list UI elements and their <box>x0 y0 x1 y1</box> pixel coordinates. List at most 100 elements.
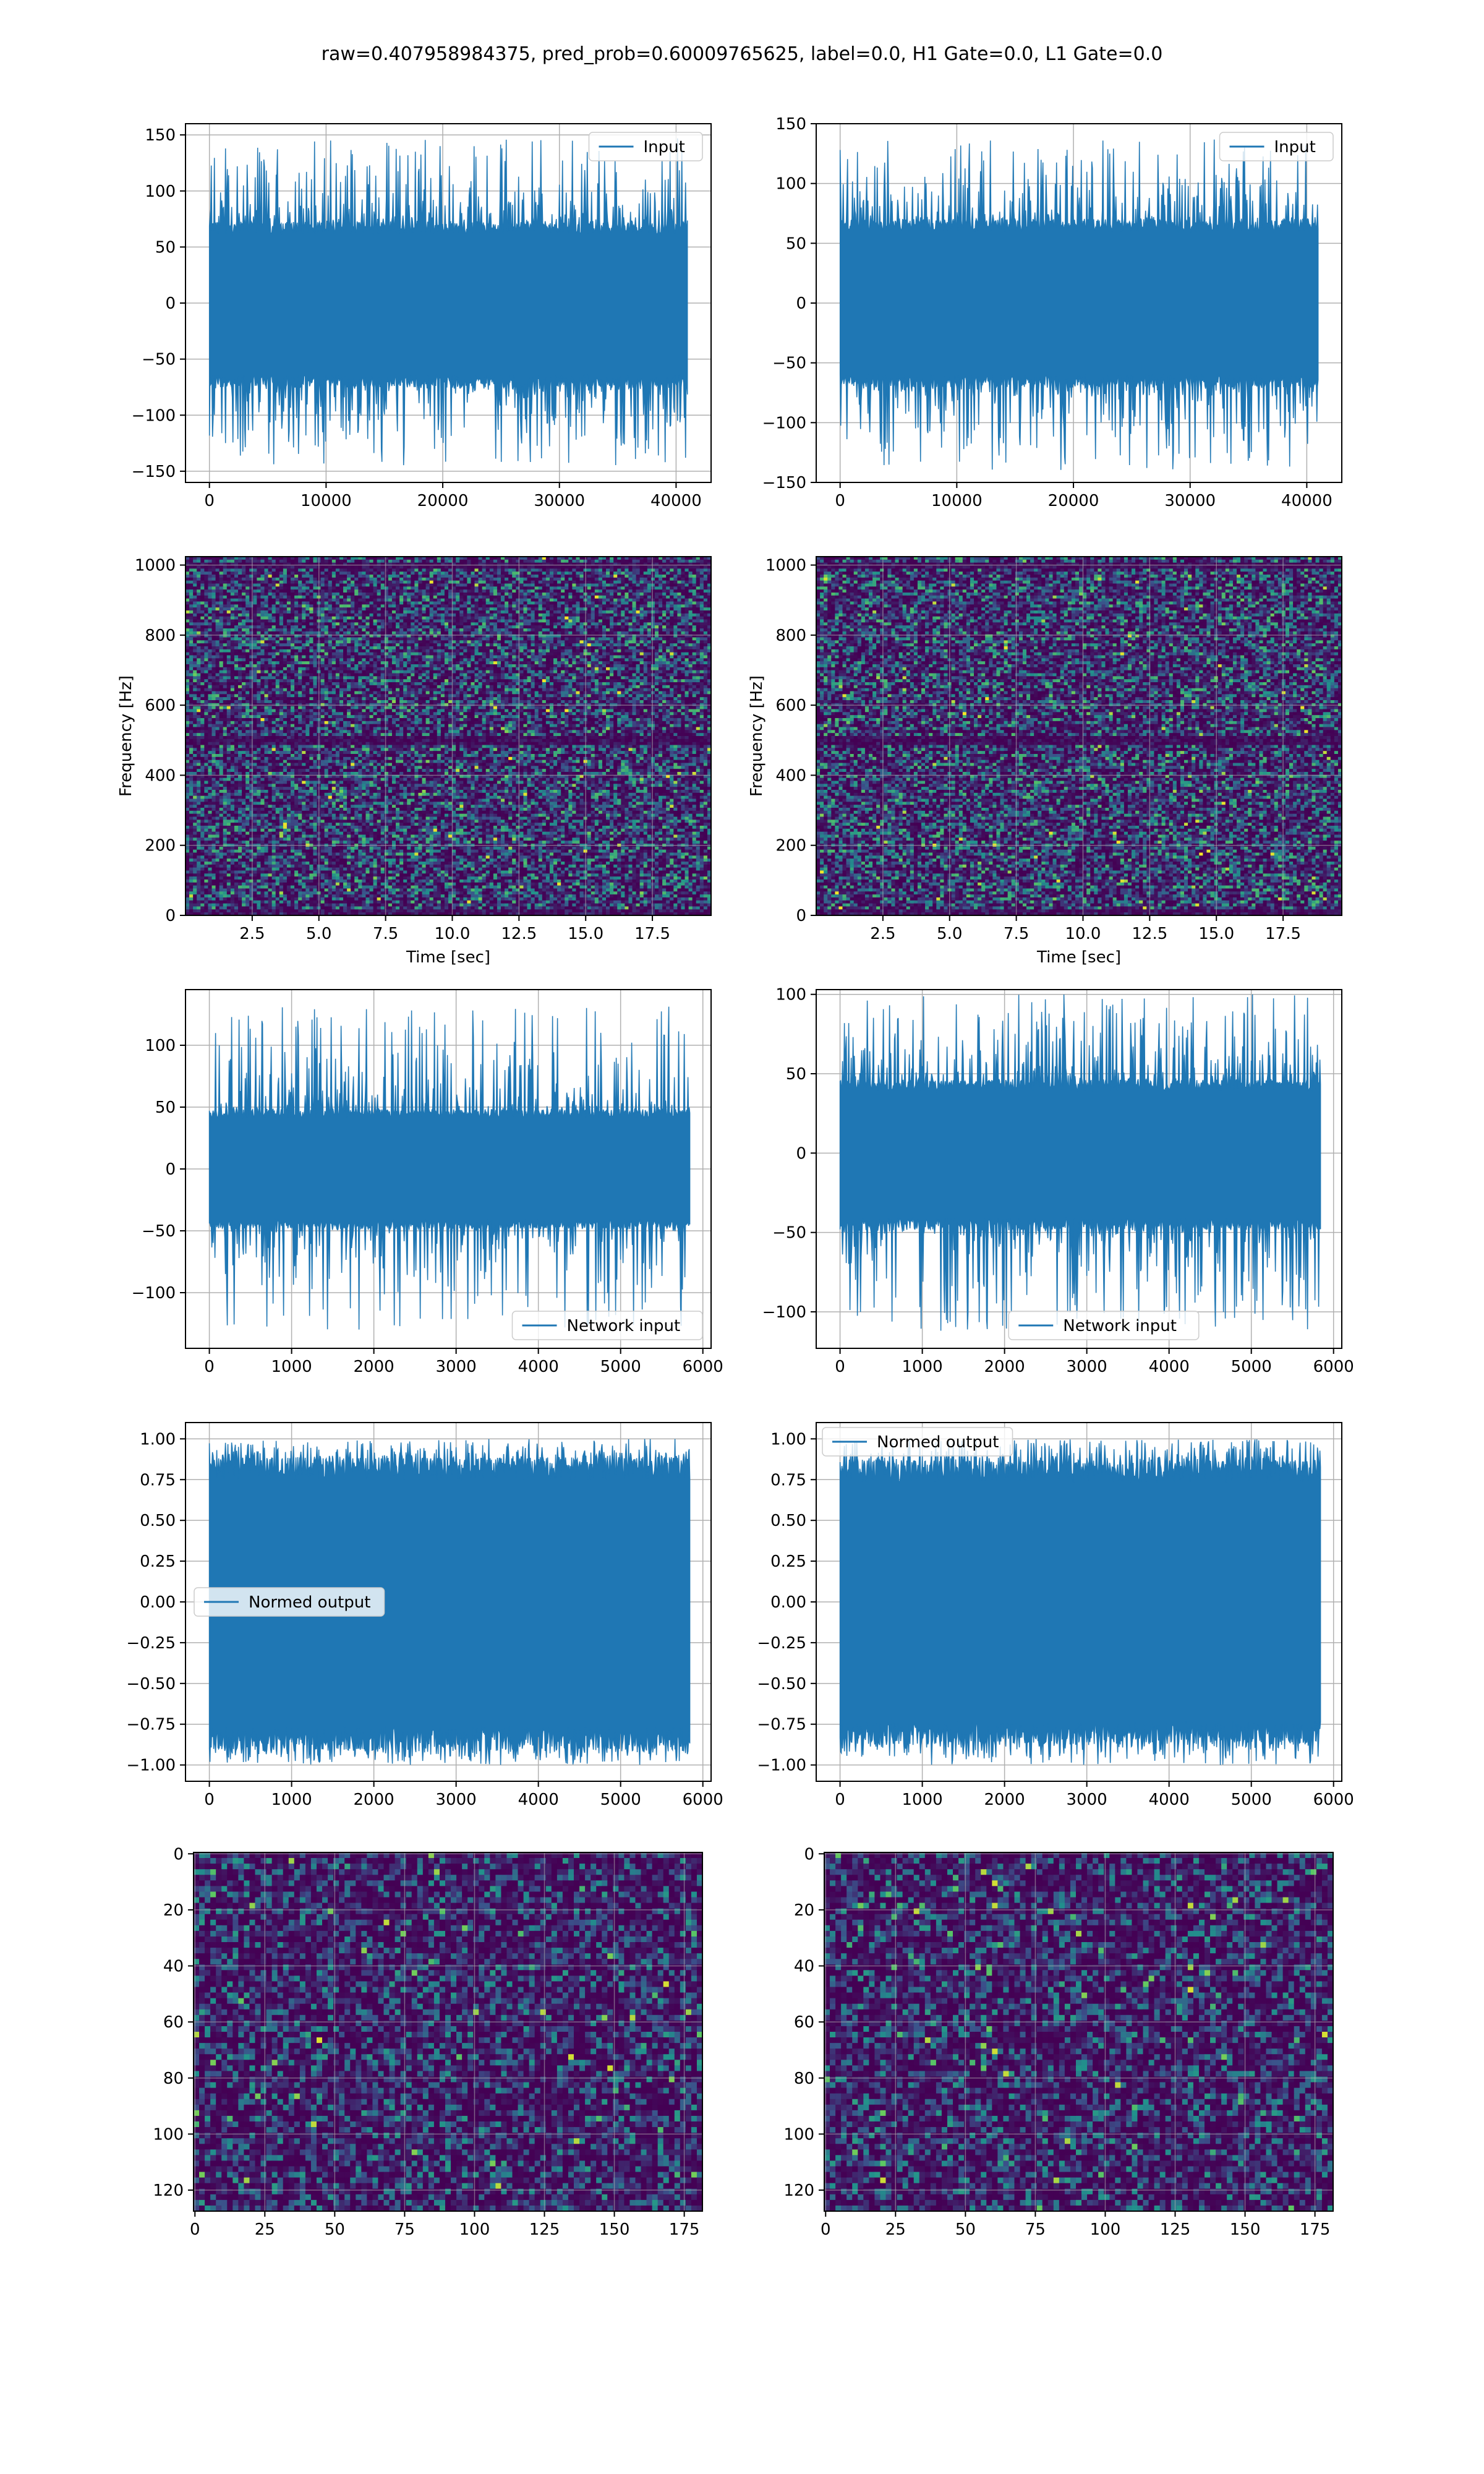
spectrogram-cell <box>610 568 614 571</box>
spectrogram-cell <box>482 589 487 593</box>
spectrogram-cell <box>673 560 678 563</box>
spectrogram-cell <box>561 578 565 581</box>
spectrogram-cell <box>396 581 400 584</box>
spectrogram-cell <box>242 560 246 563</box>
spectrogram-cell <box>193 581 197 584</box>
spectrogram-cell <box>512 593 516 596</box>
spectrogram-cell <box>253 568 257 571</box>
spectrogram-cell <box>305 589 310 593</box>
spectrogram-cell <box>591 581 595 584</box>
spectrogram-cell <box>407 589 411 593</box>
spectrogram-cell <box>212 589 216 593</box>
spectrogram-cell <box>204 578 208 581</box>
y-tick-label: 0 <box>796 294 806 313</box>
spectrogram-cell <box>227 581 231 584</box>
spectrogram-cell <box>309 584 313 587</box>
spectrogram-cell <box>204 566 208 569</box>
spectrogram-cell <box>377 586 382 589</box>
spectrogram-cell <box>625 568 629 571</box>
spectrogram-cell <box>385 589 389 593</box>
spectrogram-cell <box>354 575 359 578</box>
spectrogram-cell <box>535 581 539 584</box>
spectrogram-cell <box>193 568 197 571</box>
spectrogram-cell <box>445 586 449 589</box>
spectrogram-cell <box>287 596 291 599</box>
spectrogram-cell <box>298 575 302 578</box>
spectrogram-cell <box>227 571 231 575</box>
spectrogram-cell <box>576 596 580 599</box>
spectrogram-cell <box>681 584 685 587</box>
spectrogram-cell <box>587 586 592 589</box>
spectrogram-cell <box>681 586 685 589</box>
spectrogram-cell <box>365 560 370 563</box>
spectrogram-cell <box>370 581 374 584</box>
spectrogram-cell <box>200 593 205 596</box>
spectrogram-cell <box>392 560 396 563</box>
spectrogram-cell <box>220 566 224 569</box>
spectrogram-cell <box>418 560 422 563</box>
spectrogram-cell <box>482 571 487 575</box>
spectrogram-cell <box>580 575 584 578</box>
spectrogram-cell <box>362 568 366 571</box>
spectrogram-cell <box>523 560 527 563</box>
spectrogram-cell <box>456 568 460 571</box>
spectrogram-cell <box>662 593 667 596</box>
spectrogram-cell <box>234 578 239 581</box>
spectrogram-cell <box>685 578 689 581</box>
spectrogram-cell <box>553 593 558 596</box>
spectrogram-cell <box>189 584 194 587</box>
spectrogram-cell <box>358 586 362 589</box>
spectrogram-cell <box>186 575 190 578</box>
spectrogram-cell <box>633 586 637 589</box>
spectrogram-cell <box>662 578 667 581</box>
spectrogram-cell <box>411 578 415 581</box>
spectrogram-cell <box>546 586 550 589</box>
spectrogram-cell <box>673 568 678 571</box>
spectrogram-cell <box>448 566 453 569</box>
spectrogram-cell <box>456 575 460 578</box>
spectrogram-cell <box>430 566 434 569</box>
spectrogram-cell <box>693 596 697 599</box>
spectrogram-cell <box>332 571 336 575</box>
spectrogram-cell <box>490 575 494 578</box>
spectrogram-cell <box>546 566 550 569</box>
spectrogram-cell <box>542 575 547 578</box>
spectrogram-cell <box>253 566 257 569</box>
spectrogram-cell <box>602 596 607 599</box>
spectrogram-cell <box>253 581 257 584</box>
spectrogram-cell <box>197 586 201 589</box>
spectrogram-cell <box>628 575 633 578</box>
spectrogram-cell <box>407 575 411 578</box>
spectrogram-cell <box>385 578 389 581</box>
spectrogram-cell <box>302 586 306 589</box>
spectrogram-cell <box>493 596 498 599</box>
spectrogram-cell <box>644 581 648 584</box>
spectrogram-cell <box>670 575 674 578</box>
spectrogram-cell <box>193 599 197 602</box>
spectrogram-cell <box>689 581 693 584</box>
spectrogram-cell <box>411 568 415 571</box>
spectrogram-cell <box>336 593 340 596</box>
spectrogram-cell <box>497 560 501 563</box>
spectrogram-cell <box>572 581 576 584</box>
x-tick-label: 10000 <box>301 492 352 510</box>
spectrogram-cell <box>471 593 475 596</box>
spectrogram-cell <box>610 560 614 563</box>
spectrogram-cell <box>362 581 366 584</box>
spectrogram-cell <box>325 593 329 596</box>
spectrogram-cell <box>242 571 246 575</box>
spectrogram-cell <box>362 578 366 581</box>
spectrogram-cell <box>493 593 498 596</box>
spectrogram-cell <box>223 566 228 569</box>
spectrogram-cell <box>381 560 385 563</box>
spectrogram-cell <box>265 589 269 593</box>
spectrogram-cell <box>655 593 659 596</box>
spectrogram-cell <box>486 593 490 596</box>
spectrogram-cell <box>673 586 678 589</box>
spectrogram-cell <box>595 560 599 563</box>
spectrogram-cell <box>339 578 344 581</box>
spectrogram-cell <box>186 586 190 589</box>
spectrogram-cell <box>463 568 467 571</box>
spectrogram-cell <box>351 575 355 578</box>
spectrogram-cell <box>467 593 471 596</box>
